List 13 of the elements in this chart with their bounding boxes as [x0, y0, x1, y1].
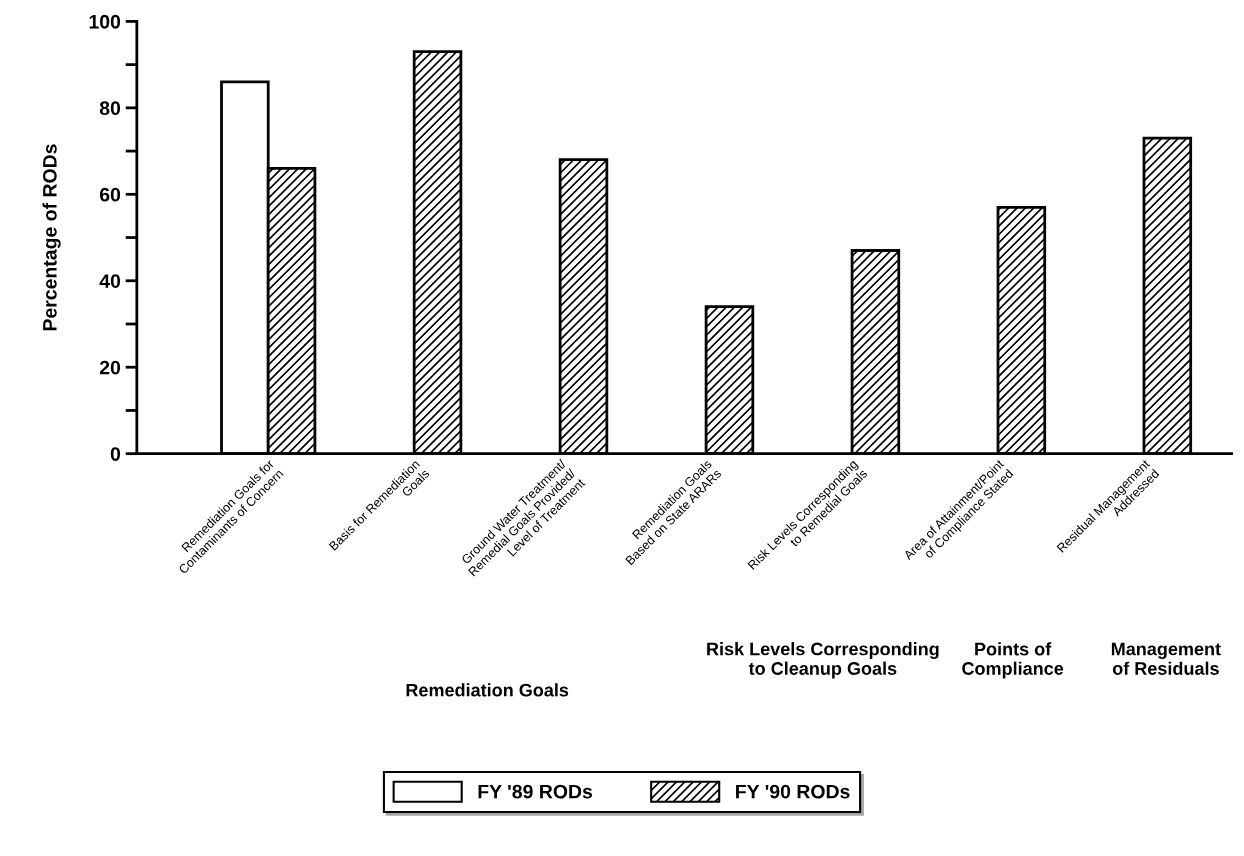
text: Risk Levels Corresponding to Cleanup Goals [707, 642, 939, 679]
y-tick-label: 20 [99, 360, 121, 375]
text: Remediation Goals [406, 683, 569, 697]
y-axis-title: Percentage of RODs [42, 144, 61, 331]
legend-label: FY '90 RODs [736, 784, 850, 799]
y-tick-label: 80 [99, 101, 121, 116]
y-tick-label: 100 [89, 14, 121, 29]
text: Points of Compliance [962, 642, 1064, 679]
y-tick-label: 0 [110, 447, 121, 461]
y-tick-label: 60 [99, 187, 121, 202]
legend-label: FY '89 RODs [478, 784, 593, 799]
text: Management of Residuals [1111, 642, 1221, 675]
y-tick-label: 40 [99, 274, 121, 288]
